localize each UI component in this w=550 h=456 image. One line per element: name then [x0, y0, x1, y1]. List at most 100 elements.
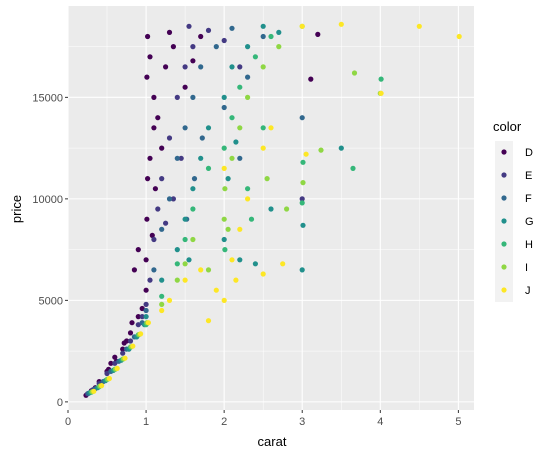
data-point	[252, 261, 258, 267]
data-point	[221, 165, 227, 171]
data-point	[122, 355, 128, 361]
data-point	[166, 196, 173, 202]
data-point	[233, 139, 239, 145]
legend-label: E	[525, 170, 532, 182]
data-point	[121, 340, 127, 346]
data-point	[456, 33, 462, 40]
data-point	[155, 115, 161, 121]
data-point	[213, 287, 219, 293]
data-point	[186, 23, 192, 29]
data-point	[145, 320, 151, 326]
data-point	[213, 44, 219, 50]
legend-key-G	[501, 218, 507, 224]
data-point	[159, 307, 165, 314]
x-tick-label: 0	[65, 416, 71, 428]
data-point	[129, 320, 135, 326]
x-tick-label: 5	[455, 416, 461, 428]
data-point	[318, 147, 324, 153]
data-point	[174, 155, 180, 161]
data-point	[222, 186, 228, 192]
x-tick-label: 2	[221, 416, 227, 428]
data-point	[144, 216, 150, 222]
legend-label: F	[525, 193, 532, 205]
data-point	[245, 44, 251, 50]
data-point	[143, 287, 149, 293]
series-E	[84, 23, 305, 397]
data-point	[166, 29, 173, 35]
data-point	[198, 33, 204, 40]
data-point	[299, 115, 305, 121]
data-point	[182, 125, 188, 131]
data-point	[221, 94, 227, 100]
x-tick-label: 3	[299, 416, 305, 428]
series-H	[88, 33, 384, 395]
data-point	[229, 257, 235, 263]
data-point	[248, 216, 255, 222]
data-point	[260, 33, 266, 40]
data-point	[260, 23, 266, 29]
data-point	[182, 84, 188, 90]
data-point	[264, 176, 270, 182]
data-point	[198, 64, 204, 70]
data-point	[149, 232, 155, 238]
data-point	[143, 257, 149, 263]
data-point	[174, 247, 180, 253]
data-point	[350, 165, 356, 171]
data-point	[131, 267, 137, 273]
data-point	[416, 23, 422, 29]
data-point	[159, 277, 165, 283]
data-point	[170, 196, 176, 202]
legend-key-I	[501, 264, 507, 270]
data-point	[104, 370, 110, 377]
legend-key-J	[501, 287, 507, 293]
data-point	[300, 180, 306, 186]
legend-label: D	[525, 147, 533, 159]
data-point	[237, 226, 243, 232]
data-point	[260, 125, 266, 131]
data-point	[245, 94, 251, 100]
data-point	[315, 31, 321, 37]
data-point	[159, 226, 165, 232]
data-point	[182, 261, 188, 267]
data-point	[378, 90, 384, 96]
data-point	[299, 23, 305, 29]
data-point	[135, 314, 141, 320]
data-point	[139, 305, 145, 312]
data-point	[159, 293, 165, 299]
data-point	[245, 196, 251, 202]
data-point	[252, 54, 258, 60]
data-point	[268, 125, 274, 131]
y-tick-label: 15000	[32, 92, 63, 104]
data-point	[190, 58, 196, 64]
data-point	[120, 346, 126, 352]
data-point	[205, 267, 212, 273]
data-point	[351, 70, 358, 76]
data-point	[225, 176, 231, 182]
data-point	[143, 301, 149, 307]
legend-label: G	[525, 216, 534, 228]
data-point	[178, 155, 184, 161]
data-point	[139, 314, 145, 320]
legend-key-F	[501, 195, 507, 201]
data-point	[308, 76, 314, 82]
data-point	[112, 360, 118, 366]
y-tick-label: 5000	[39, 295, 63, 307]
major-gridlines	[67, 6, 474, 410]
legend-label: H	[525, 239, 533, 251]
data-point	[199, 135, 205, 141]
data-point	[145, 33, 151, 40]
data-point	[159, 301, 165, 307]
data-point	[147, 155, 153, 161]
data-point	[221, 145, 227, 151]
x-tick-label: 1	[143, 416, 149, 428]
data-point	[163, 220, 169, 226]
data-point	[237, 155, 243, 161]
data-point	[245, 74, 251, 80]
data-point	[237, 64, 243, 70]
data-point	[229, 115, 235, 121]
data-point	[280, 261, 286, 267]
data-point	[198, 155, 204, 161]
legend-key-D	[501, 149, 507, 155]
